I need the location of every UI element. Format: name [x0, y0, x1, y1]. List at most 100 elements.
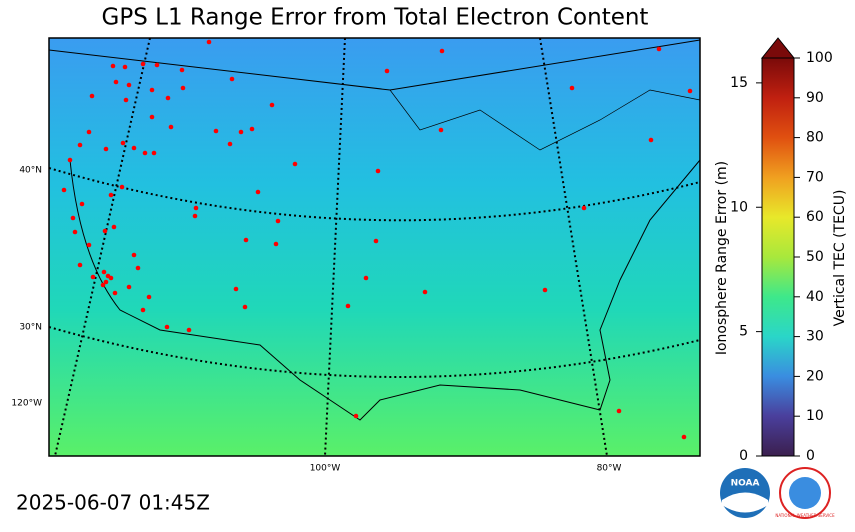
station [353, 413, 359, 419]
map-frame [48, 37, 701, 457]
station [542, 287, 548, 293]
station [90, 274, 96, 280]
station [154, 62, 160, 68]
map-field [49, 38, 700, 456]
noaa-text: NOAA [731, 479, 760, 489]
right-tick-label: 80 [806, 130, 824, 146]
left-tick-label: 5 [739, 324, 748, 340]
station [86, 129, 92, 135]
station [103, 146, 109, 152]
station [180, 85, 186, 91]
station [126, 82, 132, 88]
station [384, 68, 390, 74]
station [243, 237, 249, 243]
station [616, 408, 622, 414]
station [242, 304, 248, 310]
right-tick-label: 10 [806, 408, 824, 424]
station [292, 161, 298, 167]
border [389, 89, 701, 151]
station [193, 205, 199, 211]
right-tick-label: 0 [806, 448, 815, 464]
colorbar-label: Ionosphere Range Error (m) [714, 161, 730, 355]
graticule [48, 37, 701, 457]
station [70, 215, 76, 221]
colorbar-label: Vertical TEC (TECU) [832, 190, 848, 327]
station [123, 97, 129, 103]
colorbar-extend [760, 37, 796, 59]
station [140, 307, 146, 313]
station [269, 102, 275, 108]
station [86, 242, 92, 248]
station [373, 238, 379, 244]
station [363, 275, 369, 281]
station [648, 137, 654, 143]
station [113, 79, 119, 85]
station [61, 187, 67, 193]
station [255, 189, 261, 195]
station [149, 114, 155, 120]
station [233, 286, 239, 292]
station [135, 265, 141, 271]
station [111, 224, 117, 230]
right-tick-label: 30 [806, 329, 824, 345]
station [120, 140, 126, 146]
noaa-wave [722, 492, 768, 513]
station [179, 67, 185, 73]
station [119, 184, 125, 190]
station [438, 127, 444, 133]
station [142, 150, 148, 156]
right-tick-label: 20 [806, 368, 824, 384]
station [227, 141, 233, 147]
station [146, 294, 152, 300]
logos: NOAA NATIONAL WEATHER SERVICE [720, 467, 835, 519]
station [89, 93, 95, 99]
station [102, 228, 108, 234]
station [108, 275, 114, 281]
station [77, 142, 83, 148]
station [681, 434, 687, 440]
station [77, 262, 83, 268]
station [165, 95, 171, 101]
right-tick-label: 70 [806, 169, 824, 185]
colorbar: Ionosphere Range Error (m) Vertical TEC … [714, 37, 848, 464]
station [126, 284, 132, 290]
station [151, 150, 157, 156]
left-tick-label: 0 [739, 448, 748, 464]
lat-label: 120°W [11, 399, 42, 409]
timestamp: 2025-06-07 01:45Z [16, 491, 210, 515]
station [375, 168, 381, 174]
station [79, 201, 85, 207]
lat-label: 30°N [19, 323, 42, 333]
station [108, 192, 114, 198]
right-tick-label: 90 [806, 90, 824, 106]
colorbar-bar [761, 57, 795, 457]
right-tick-label: 60 [806, 209, 824, 225]
station [112, 290, 118, 296]
station [131, 145, 137, 151]
lon-label: 100°W [310, 464, 341, 474]
station [122, 64, 128, 70]
station [110, 63, 116, 69]
station [275, 218, 281, 224]
nws-inner [789, 477, 821, 509]
left-tick-label: 10 [730, 199, 748, 215]
station [656, 46, 662, 52]
map: 40°N 30°N 120°W 100°W 80°W [11, 37, 701, 474]
right-tick-label: 50 [806, 249, 824, 265]
station [238, 129, 244, 135]
right-tick-label: 100 [806, 50, 833, 66]
right-tick-label: 40 [806, 289, 824, 305]
station [687, 88, 693, 94]
station [67, 157, 73, 163]
left-tick-label: 15 [730, 75, 748, 91]
station [164, 324, 170, 330]
title: GPS L1 Range Error from Total Electron C… [102, 5, 649, 31]
station [229, 76, 235, 82]
station [140, 61, 146, 67]
station [168, 124, 174, 130]
lon-label: 80°W [597, 464, 622, 474]
station [345, 303, 351, 309]
station [569, 85, 575, 91]
station [103, 279, 109, 285]
